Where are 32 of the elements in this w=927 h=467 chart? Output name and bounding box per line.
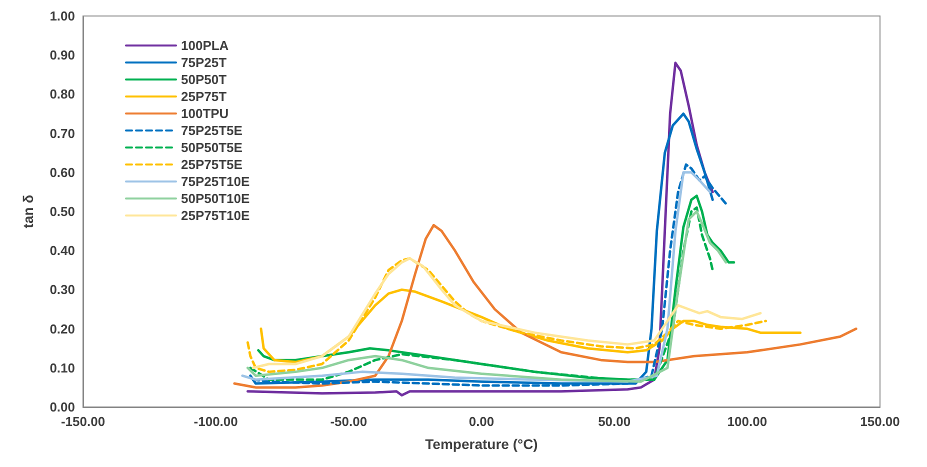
legend-label: 75P25T	[181, 55, 227, 70]
y-tick-label: 0.20	[50, 321, 75, 336]
x-tick-label: 100.00	[727, 414, 768, 429]
line-series	[233, 224, 858, 389]
legend-label: 100PLA	[181, 38, 230, 53]
x-tick-label: 50.00	[598, 414, 631, 429]
y-tick-label: 1.00	[50, 8, 75, 24]
y-tick-label: 0.40	[50, 243, 75, 258]
y-tick-label: 0.30	[50, 282, 75, 298]
legend-label: 50P50T5E	[181, 140, 243, 155]
x-tick-label: -50.00	[330, 414, 368, 429]
legend-label: 100TPU	[181, 106, 229, 121]
legend-label: 50P50T	[181, 72, 227, 87]
y-tick-label: 0.90	[50, 48, 75, 63]
legend-label: 25P75T10E	[181, 208, 250, 223]
legend-label: 25P75T5E	[181, 157, 243, 172]
legend-label: 25P75T	[181, 89, 227, 104]
legend-label: 75P25T5E	[181, 123, 243, 138]
x-tick-label: -150.00	[60, 414, 106, 429]
y-tick-label: 0.10	[50, 360, 75, 376]
y-axis-title: tan δ	[20, 194, 36, 228]
x-tick-label: -100.00	[194, 414, 238, 429]
y-tick-label: 0.50	[50, 204, 75, 219]
y-tick-label: 0.00	[50, 400, 75, 414]
x-tick-label: 150.00	[860, 414, 900, 429]
x-axis-title: Temperature (°C)	[425, 436, 538, 452]
legend-label: 75P25T10E	[181, 174, 250, 189]
y-tick-label: 0.70	[50, 126, 75, 141]
x-tick-label: 0.00	[468, 414, 494, 429]
y-tick-label: 0.80	[50, 86, 75, 102]
legend-label: 50P50T10E	[181, 191, 250, 206]
y-tick-label: 0.60	[50, 164, 75, 180]
